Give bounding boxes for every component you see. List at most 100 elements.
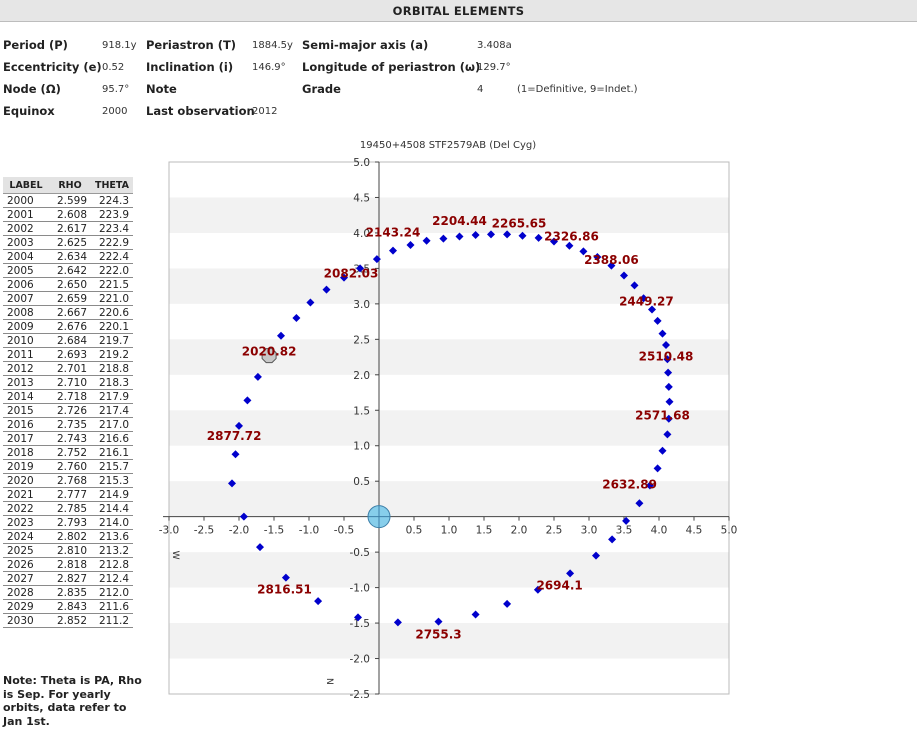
table-row: 2016 2.735 217.0 — [3, 417, 134, 432]
epoch-label: 2143.24 — [366, 225, 421, 239]
orbit-point — [592, 551, 600, 560]
page-title: ORBITAL ELEMENTS — [392, 4, 525, 18]
grid-band — [169, 481, 729, 517]
cell-rho: 2.743 — [49, 431, 91, 446]
y-tick-label: -2.0 — [350, 654, 371, 666]
semimajor-label: Semi-major axis (a) — [302, 38, 429, 52]
orbit-point — [314, 597, 323, 606]
cell-rho: 2.625 — [49, 235, 91, 250]
table-row: 2012 2.701 218.8 — [3, 361, 134, 376]
orbit-point — [607, 261, 616, 270]
orbit-point — [256, 543, 264, 552]
cell-rho: 2.785 — [49, 501, 91, 516]
orbit-point — [648, 305, 656, 314]
eccentricity-value: 0.52 — [102, 62, 125, 73]
orbit-point — [533, 585, 542, 594]
cell-label: 2010 — [3, 333, 49, 348]
period-label: Period (P) — [3, 38, 68, 52]
orbit-point — [406, 240, 415, 249]
cell-theta: 213.2 — [91, 543, 134, 558]
cell-rho: 2.701 — [49, 361, 91, 376]
cell-theta: 212.0 — [91, 585, 134, 600]
cell-label: 2022 — [3, 501, 49, 516]
x-tick-label: 0.5 — [406, 525, 423, 537]
orbit-point — [228, 479, 236, 488]
longitude-value: 129.7° — [477, 62, 511, 73]
orbit-point — [434, 617, 443, 626]
cell-label: 2001 — [3, 207, 49, 222]
cell-label: 2003 — [3, 235, 49, 250]
cell-theta: 215.7 — [91, 459, 134, 474]
orbit-point — [340, 273, 348, 282]
orbit-point — [662, 341, 670, 350]
orbit-point — [503, 599, 512, 608]
cell-rho: 2.676 — [49, 319, 91, 334]
table-row: 2027 2.827 212.4 — [3, 571, 134, 586]
orbit-point — [471, 610, 480, 619]
cell-rho: 2.768 — [49, 473, 91, 488]
epoch-label: 2265.65 — [492, 216, 547, 230]
cell-rho: 2.752 — [49, 445, 91, 460]
cell-rho: 2.726 — [49, 403, 91, 418]
cell-rho: 2.684 — [49, 333, 91, 348]
cell-rho: 2.718 — [49, 389, 91, 404]
x-tick-label: 5.0 — [721, 525, 738, 537]
orbit-points — [228, 230, 674, 627]
cell-theta: 214.4 — [91, 501, 134, 516]
table-row: 2010 2.684 219.7 — [3, 333, 134, 348]
last-observation-label: Last observation — [146, 104, 255, 118]
cell-theta: 211.2 — [91, 613, 134, 628]
cell-theta: 212.4 — [91, 571, 134, 586]
cell-theta: 222.0 — [91, 263, 134, 278]
page-header: ORBITAL ELEMENTS — [0, 0, 917, 22]
cell-theta: 218.8 — [91, 361, 134, 376]
orbit-point — [393, 618, 402, 627]
orbit-point — [565, 241, 574, 250]
table-header-row: LABEL RHO THETA — [3, 177, 134, 194]
epoch-label: 2694.1 — [536, 579, 582, 593]
cell-rho: 2.818 — [49, 557, 91, 572]
cell-rho: 2.852 — [49, 613, 91, 628]
y-tick-label: -1.0 — [350, 583, 371, 595]
x-tick-label: -2.0 — [229, 525, 250, 537]
table-row: 2024 2.802 213.6 — [3, 529, 134, 544]
cell-theta: 217.9 — [91, 389, 134, 404]
cell-theta: 223.4 — [91, 221, 134, 236]
cell-label: 2004 — [3, 249, 49, 264]
cell-label: 2020 — [3, 473, 49, 488]
cell-rho: 2.827 — [49, 571, 91, 586]
orbit-point — [306, 298, 315, 307]
orbit-point — [663, 430, 672, 439]
grade-label: Grade — [302, 82, 341, 96]
cell-theta: 222.9 — [91, 235, 134, 250]
cell-rho: 2.710 — [49, 375, 91, 390]
orbit-point — [645, 481, 654, 490]
cell-rho: 2.843 — [49, 599, 91, 614]
cell-label: 2002 — [3, 221, 49, 236]
cell-label: 2014 — [3, 389, 49, 404]
epoch-label: 2755.3 — [415, 628, 461, 642]
equinox-value: 2000 — [102, 106, 128, 117]
y-tick-label: -1.5 — [350, 618, 371, 630]
orbit-point — [389, 246, 397, 255]
epoch-label: 2388.06 — [584, 253, 639, 267]
table-note: Note: Theta is PA, Rho is Sep. For yearl… — [3, 674, 142, 728]
y-tick-label: 3.0 — [353, 299, 370, 311]
orbit-point — [354, 613, 362, 622]
column-header-label: LABEL — [3, 177, 49, 194]
grid-bands — [169, 197, 729, 659]
orbit-point — [579, 247, 588, 256]
semimajor-value: 3.408a — [477, 40, 512, 51]
cell-theta: 217.0 — [91, 417, 134, 432]
table-row: 2002 2.617 223.4 — [3, 221, 134, 236]
orbit-point — [635, 499, 644, 508]
orbit-point — [665, 397, 674, 406]
orbit-point — [518, 231, 527, 240]
orbit-point — [658, 329, 667, 338]
cell-label: 2011 — [3, 347, 49, 362]
y-tick-label: 1.0 — [353, 441, 370, 453]
table-row: 2009 2.676 220.1 — [3, 319, 134, 334]
orbit-point — [372, 255, 381, 264]
cell-theta: 224.3 — [91, 193, 134, 208]
axes — [163, 162, 729, 694]
